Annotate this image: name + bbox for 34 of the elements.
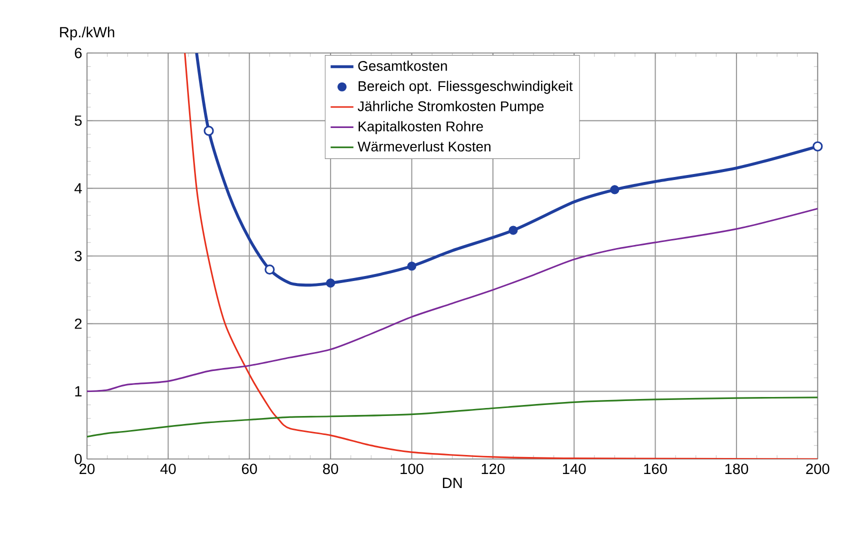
line-series <box>184 53 818 459</box>
x-tick-label: 100 <box>400 464 424 474</box>
y-tick-label: 4 <box>74 183 82 194</box>
line-series <box>87 208 818 392</box>
legend-label: Wärmeverlust Kosten <box>358 141 490 152</box>
legend-label: Gesamtkosten <box>358 60 447 71</box>
y-tick-label: 5 <box>74 116 82 126</box>
y-tick-label: 3 <box>74 250 82 262</box>
legend-label: Kapitalkosten Rohre <box>358 121 483 134</box>
line-series <box>87 396 818 438</box>
x-tick-label: 160 <box>644 464 667 474</box>
y-tick-label: 6 <box>74 48 82 58</box>
point <box>812 141 823 152</box>
y-axis-title: Rp./kWh <box>60 26 114 40</box>
point <box>264 264 275 275</box>
x-axis-title: DN <box>442 478 462 488</box>
point <box>508 226 518 235</box>
x-tick-label: 40 <box>160 464 176 474</box>
point <box>326 278 336 288</box>
x-tick-label: 80 <box>323 464 338 474</box>
x-tick-label: 140 <box>562 464 586 474</box>
x-tick-label: 200 <box>806 464 830 474</box>
legend-label: Jährliche Stromkosten Pumpe <box>358 100 544 114</box>
x-tick-label: 180 <box>725 464 748 474</box>
legend-label: Bereich opt. Fliessgeschwindigkeit <box>358 80 573 94</box>
point <box>610 185 620 194</box>
x-tick-label: 120 <box>482 464 505 474</box>
y-tick-label: 0 <box>74 454 82 464</box>
point <box>204 126 214 136</box>
x-tick-label: 20 <box>80 464 95 474</box>
y-tick-label: 1 <box>75 386 82 396</box>
y-tick-label: 2 <box>74 318 82 329</box>
x-tick-label: 60 <box>242 464 257 474</box>
point <box>407 262 416 271</box>
